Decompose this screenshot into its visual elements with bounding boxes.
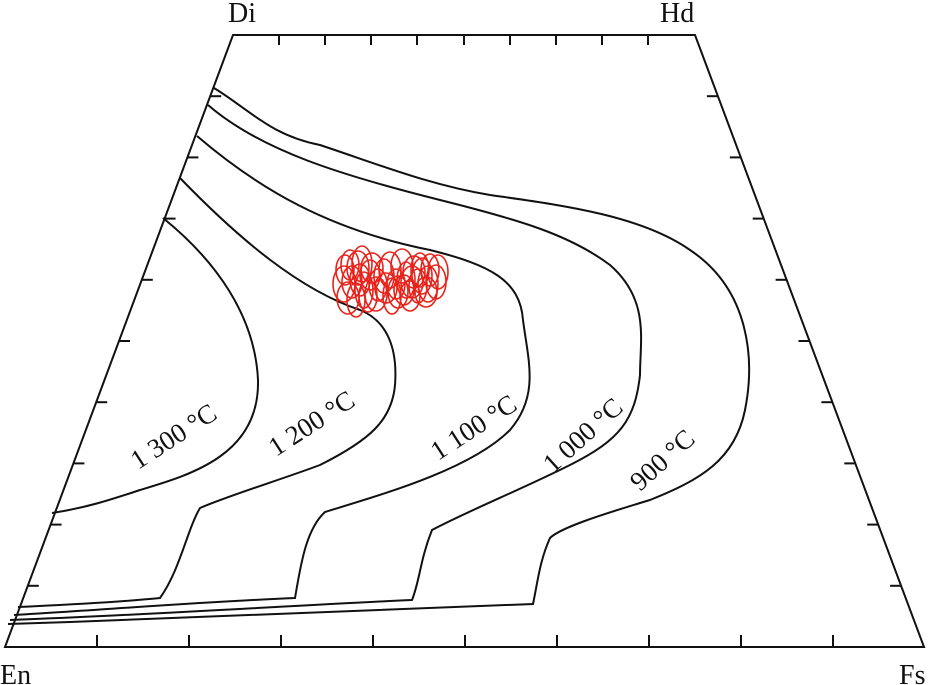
data-point	[364, 276, 388, 312]
quadrilateral-frame	[3, 34, 926, 648]
data-point	[382, 277, 402, 315]
isotherm-1200	[17, 177, 397, 608]
data-point	[393, 274, 415, 306]
data-points	[332, 245, 449, 318]
data-point	[346, 250, 370, 286]
isotherm-1000	[9, 104, 643, 621]
corner-label-fs: Fs	[899, 660, 925, 685]
corner-label-hd: Hd	[660, 0, 694, 29]
data-point	[360, 252, 384, 284]
data-point	[335, 254, 355, 286]
isotherm-label-900: 900 °C	[624, 423, 701, 496]
data-point	[351, 245, 373, 283]
data-point	[378, 251, 402, 289]
isotherm-curves	[7, 87, 750, 625]
data-point	[427, 254, 449, 290]
corner-label-di: Di	[228, 0, 256, 29]
isotherm-labels: 1 300 °C 1 200 °C 1 100 °C 1 000 °C 900 …	[125, 384, 701, 496]
isotherm-label-1100: 1 100 °C	[425, 388, 522, 466]
isotherm-1300	[51, 217, 260, 514]
data-point	[410, 252, 430, 288]
data-point	[373, 258, 395, 294]
data-point	[332, 265, 356, 303]
tick-marks	[27, 35, 902, 647]
data-point	[358, 279, 378, 313]
corner-label-en: En	[0, 660, 31, 685]
isotherm-1100	[13, 135, 531, 616]
isotherm-900	[7, 87, 750, 625]
